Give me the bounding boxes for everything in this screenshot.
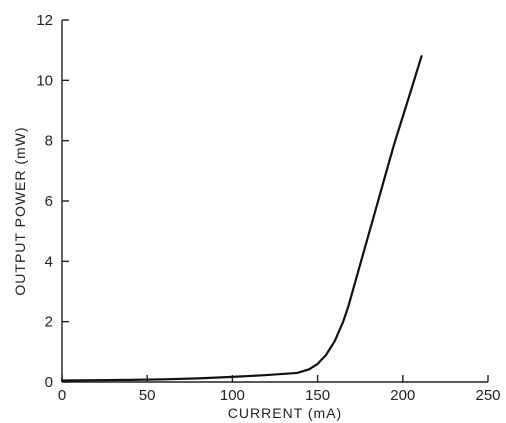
output-power-curve bbox=[60, 55, 423, 382]
y-tick-label: 12 bbox=[36, 12, 53, 29]
y-tick-label: 6 bbox=[45, 193, 53, 210]
series-layer bbox=[60, 55, 423, 382]
x-tick-label: 200 bbox=[390, 387, 415, 404]
y-tick-label: 8 bbox=[45, 133, 53, 150]
y-tick-label: 2 bbox=[45, 314, 53, 331]
x-axis-ticks: 0 50 100 150 200 250 bbox=[58, 375, 501, 404]
y-tick-label: 10 bbox=[36, 72, 53, 89]
x-tick-label: 50 bbox=[139, 387, 156, 404]
y-axis-ticks: 0 2 4 6 8 10 12 bbox=[36, 12, 69, 391]
x-tick-label: 0 bbox=[58, 387, 66, 404]
y-tick-label: 4 bbox=[45, 253, 53, 270]
x-tick-label: 250 bbox=[475, 387, 500, 404]
y-tick-label: 0 bbox=[45, 374, 53, 391]
y-axis-title: OUTPUT POWER (mW) bbox=[12, 126, 28, 295]
x-tick-label: 150 bbox=[305, 387, 330, 404]
axes bbox=[61, 20, 488, 383]
x-tick-label: 100 bbox=[220, 387, 245, 404]
x-axis-title: CURRENT (mA) bbox=[228, 405, 342, 421]
